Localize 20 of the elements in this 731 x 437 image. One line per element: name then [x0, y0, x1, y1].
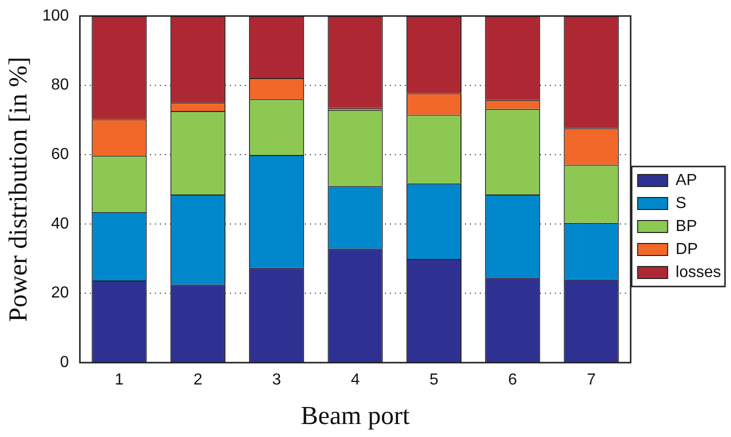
legend-label: BP [676, 218, 697, 235]
x-tick-label: 1 [114, 372, 124, 389]
y-tick-label: 0 [60, 354, 69, 372]
x-tick-label: 2 [193, 372, 202, 389]
y-tick-label: 20 [51, 284, 69, 302]
legend-label: S [676, 194, 686, 212]
x-tick-label: 4 [350, 372, 360, 389]
y-tick-label: 40 [51, 215, 69, 232]
y-tick-label: 100 [42, 7, 69, 24]
y-tick-label: 60 [51, 146, 69, 164]
legend-label: DP [676, 240, 698, 258]
x-tick-label: 6 [508, 372, 518, 389]
x-axis-title: Beam port [300, 401, 411, 430]
y-tick-label: 80 [51, 76, 69, 94]
x-tick-label: 5 [430, 372, 438, 389]
x-tick-label: 7 [586, 372, 596, 389]
x-tick-label: 3 [272, 372, 282, 389]
y-axis-title: Power distribution [in %] [3, 56, 32, 322]
legend-label: losses [676, 264, 722, 281]
legend-label: AP [676, 172, 697, 189]
